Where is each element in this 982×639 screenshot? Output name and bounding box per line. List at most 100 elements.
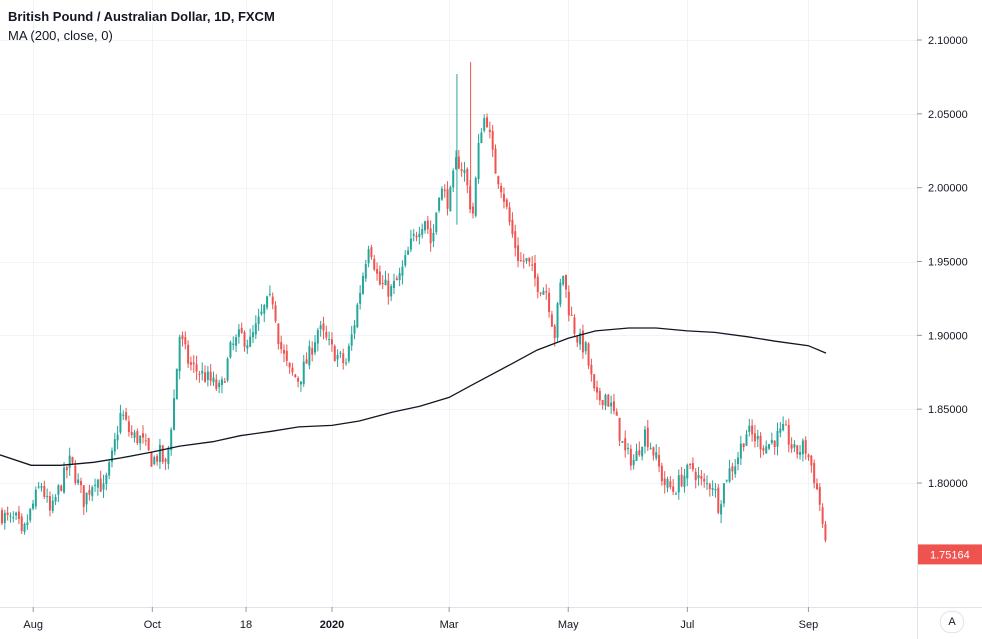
candle-body [153,457,156,465]
candle [745,429,748,446]
symbol-title: British Pound / Australian Dollar, 1D, F… [8,9,275,24]
candle-body [319,325,322,329]
candle [784,420,787,426]
candle [477,134,480,184]
candle-body [748,425,751,432]
candle-body [277,323,280,344]
candle [226,357,229,383]
candle-body [488,129,491,132]
candle-body [161,445,164,462]
candle [737,451,740,471]
price-tick-label: 2.05000 [928,109,968,121]
candle [85,492,88,513]
candle-body [559,282,562,305]
candle [539,291,542,297]
candle [466,167,469,194]
time-tick-label: 18 [240,619,252,631]
candle [339,350,342,358]
candle [77,473,80,486]
candle-body [711,488,714,490]
grid [0,0,917,607]
candle [60,484,63,492]
candle [502,187,505,209]
candle [387,273,390,305]
candle-body [773,440,776,447]
candle-body [632,459,635,466]
candle-body [17,511,20,520]
candle-body [683,475,686,487]
candle-body [294,374,297,378]
time-tick-label: 2020 [320,619,344,631]
candle [618,417,621,446]
candle-body [133,432,136,438]
candle [212,371,215,386]
candle [471,202,474,219]
candle [598,387,601,406]
candle [722,483,725,508]
candle-body [336,354,339,360]
candle-body [280,342,283,350]
candle [415,231,418,242]
candle [751,419,754,442]
candle [15,511,18,520]
price-tick-label: 2.10000 [928,35,968,47]
candle [739,435,742,465]
candle [229,340,232,359]
candle-body [669,481,672,488]
candle [299,381,302,392]
candle [133,429,136,443]
candle [201,362,204,381]
candle [381,275,384,290]
candle [263,303,266,322]
candle-body [246,345,249,349]
candle [714,483,717,498]
candle-body [686,464,689,479]
auto-scale-button[interactable]: A [940,611,964,633]
candle [652,446,655,461]
price-axis[interactable]: 1.80000 1.85000 1.90000 1.95000 2.00000 2.050… [917,35,968,490]
candle [508,202,511,226]
candle-body [553,325,556,339]
candle [505,198,508,210]
candle [801,438,804,462]
candle-body [94,484,97,486]
candle-body [364,264,367,279]
candle [677,469,680,500]
candle-body [223,381,226,383]
candle [604,393,607,411]
candle [446,181,449,216]
candle [6,506,9,521]
candle [12,511,15,523]
candle [680,466,683,488]
time-tick-label: Sep [799,619,819,631]
candle [127,415,130,437]
time-axis[interactable]: Aug Oct 18 2020 Mar May Jul Sep [23,607,818,631]
candle [818,483,821,512]
candle [125,407,128,422]
candle [440,186,443,201]
candle-body [813,463,816,484]
candle [350,325,353,351]
candle [88,484,91,501]
candle-body [567,291,570,316]
candle [672,479,675,495]
candle [142,425,144,444]
candle-body [187,344,190,364]
candle-body [638,450,641,455]
candle [810,454,813,473]
candle [756,429,759,448]
candle [776,422,779,456]
candle [426,216,429,234]
candle-body [491,130,494,150]
candle [280,335,283,354]
candle-body [201,370,204,374]
candle-body [356,304,359,328]
candle [770,432,773,445]
candle-body [784,424,787,426]
candle-body [387,280,390,297]
candle-body [497,176,500,185]
candle [790,437,793,453]
candle [536,273,539,299]
candle-body [229,342,232,358]
